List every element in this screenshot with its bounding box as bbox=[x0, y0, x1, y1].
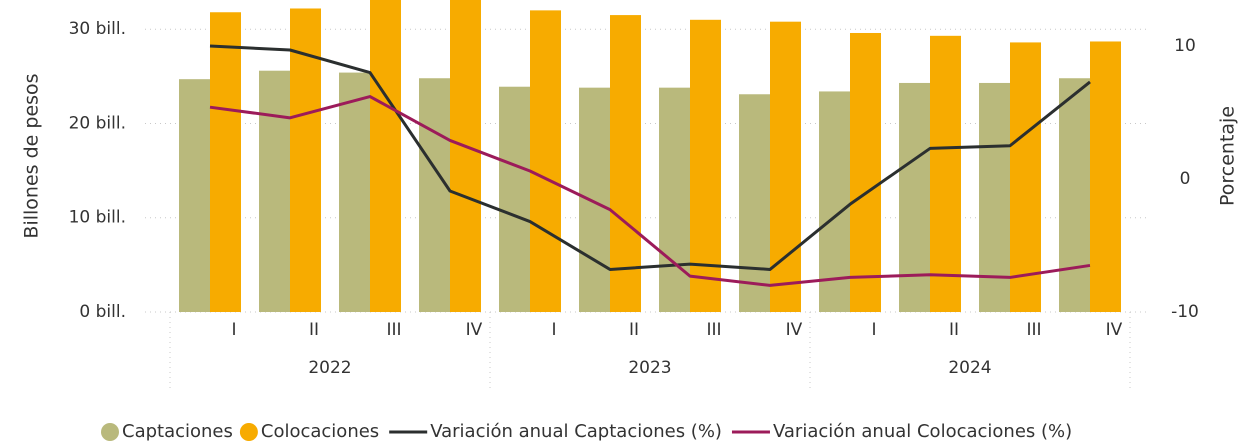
y2-axis-title: Porcentaje bbox=[1217, 106, 1239, 206]
y2-tick-label: 10 bbox=[1174, 36, 1196, 56]
bar bbox=[739, 94, 770, 312]
y2-tick-label: 0 bbox=[1180, 169, 1191, 189]
x-tick-label: II bbox=[629, 320, 639, 340]
x-tick-label: IV bbox=[786, 320, 803, 340]
bar bbox=[690, 19, 721, 312]
bar bbox=[819, 91, 850, 312]
x-tick-label: II bbox=[949, 320, 959, 340]
x-tick-label: II bbox=[309, 320, 319, 340]
x-tick-label: III bbox=[386, 320, 401, 340]
bar bbox=[450, 0, 481, 312]
bar bbox=[1059, 78, 1090, 312]
bar bbox=[930, 35, 961, 312]
y2-tick-label: -10 bbox=[1171, 302, 1199, 322]
bar bbox=[499, 86, 530, 312]
year-label: 2024 bbox=[948, 358, 991, 378]
x-tick-label: IV bbox=[1106, 320, 1123, 340]
bar bbox=[1010, 42, 1041, 312]
bar bbox=[259, 70, 290, 312]
plot bbox=[179, 0, 1121, 312]
x-tick-label: I bbox=[231, 320, 236, 340]
year-label: 2023 bbox=[628, 358, 671, 378]
legend-swatch bbox=[101, 423, 119, 441]
x-tick-label: III bbox=[1026, 320, 1041, 340]
bar bbox=[530, 10, 561, 312]
x-tick-label: I bbox=[871, 320, 876, 340]
line bbox=[209, 44, 1091, 271]
bar bbox=[370, 0, 401, 312]
legend-label: Captaciones bbox=[122, 421, 233, 442]
x-tick-label: IV bbox=[466, 320, 483, 340]
bar bbox=[610, 15, 641, 312]
y-tick-label: 30 bill. bbox=[69, 19, 126, 39]
bar bbox=[579, 87, 610, 312]
bar bbox=[339, 72, 370, 312]
y-tick-label: 20 bill. bbox=[69, 113, 126, 133]
legend-label: Variación anual Colocaciones (%) bbox=[773, 421, 1072, 442]
y-tick-label: 0 bill. bbox=[79, 302, 126, 322]
bar bbox=[899, 82, 930, 312]
bar bbox=[770, 21, 801, 312]
line bbox=[209, 95, 1091, 287]
bar bbox=[1090, 41, 1121, 312]
x-tick-label: III bbox=[706, 320, 721, 340]
bar bbox=[419, 78, 450, 312]
y-axis-title: Billones de pesos bbox=[21, 73, 43, 238]
year-label: 2022 bbox=[308, 358, 351, 378]
bar bbox=[290, 8, 321, 312]
bar bbox=[850, 32, 881, 312]
bar bbox=[179, 79, 210, 312]
bar bbox=[210, 12, 241, 312]
legend-label: Colocaciones bbox=[261, 421, 379, 442]
legend-swatch bbox=[239, 423, 258, 441]
legend-label: Variación anual Captaciones (%) bbox=[430, 421, 722, 442]
bar bbox=[979, 82, 1010, 312]
y-tick-label: 10 bill. bbox=[69, 208, 126, 228]
x-tick-label: I bbox=[551, 320, 556, 340]
bar bbox=[659, 87, 690, 312]
